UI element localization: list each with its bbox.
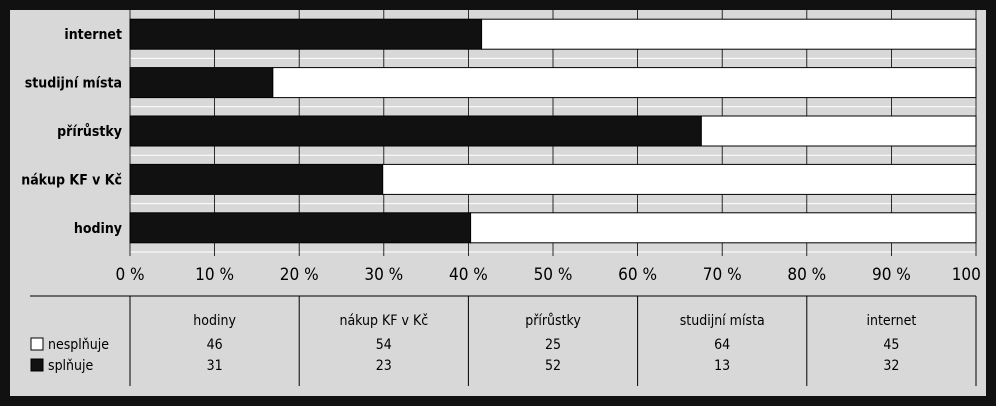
data-table: hodiny nákup KF v Kč přírůstky studijní mís…: [30, 295, 977, 386]
category-label: nákup KF v Kč: [21, 172, 122, 188]
table-column-header: nákup KF v Kč: [339, 313, 428, 329]
category-labels: internet studijní místa přírůstky nákup KF …: [21, 27, 122, 237]
bar-nesplňuje: [700, 115, 977, 147]
table-cell: 45: [883, 337, 899, 353]
x-tick-label: 30 %: [364, 265, 403, 285]
stacked-bar-chart: internet studijní místa přírůstky nákup KF …: [21, 10, 986, 386]
table-column-header: hodiny: [193, 313, 236, 329]
table-cell: 64: [714, 337, 730, 353]
table-column-header: internet: [867, 313, 917, 329]
legend-swatch-splňuje: [30, 358, 44, 372]
x-tick-label: 80 %: [787, 265, 826, 285]
bar-splňuje: [129, 212, 472, 244]
bar-splňuje: [129, 163, 384, 195]
bar-nesplňuje: [272, 67, 977, 99]
table-column-header: přírůstky: [525, 313, 581, 329]
x-tick-label: 0 %: [115, 265, 144, 285]
x-tick-label: 20 %: [280, 265, 319, 285]
legend-label: nesplňuje: [48, 337, 109, 353]
bars: [129, 18, 977, 244]
category-label: hodiny: [74, 221, 122, 237]
table-cell: 25: [545, 337, 561, 353]
table-cell: 52: [545, 358, 561, 374]
x-tick-labels: 0 % 10 % 20 % 30 % 40 % 50 % 60 % 70 % 80 % 90 % 1…: [115, 265, 986, 285]
table-cell: 32: [883, 358, 899, 374]
bar-splňuje: [129, 18, 483, 50]
category-label: přírůstky: [57, 123, 122, 140]
legend-swatch-nesplňuje: [30, 337, 44, 351]
x-tick-label: 70 %: [703, 265, 742, 285]
table-column-header: studijní místa: [680, 313, 765, 329]
table-cell: 13: [714, 358, 730, 374]
category-label: internet: [64, 27, 122, 43]
chart-frame: internet studijní místa přírůstky nákup KF …: [10, 10, 986, 396]
bar-nesplňuje: [470, 212, 977, 244]
bar-nesplňuje: [481, 18, 977, 50]
x-tick-label: 60 %: [618, 265, 657, 285]
table-cell: 31: [207, 358, 223, 374]
legend-label: splňuje: [48, 358, 94, 374]
table-cell: 23: [376, 358, 392, 374]
x-tick-label: 100 %: [952, 265, 986, 285]
bar-splňuje: [129, 115, 702, 147]
x-tick-label: 90 %: [872, 265, 911, 285]
table-cell: 46: [207, 337, 223, 353]
x-tick-label: 10 %: [195, 265, 234, 285]
x-tick-label: 50 %: [534, 265, 573, 285]
category-label: studijní místa: [25, 76, 122, 92]
table-cell: 54: [376, 337, 392, 353]
bar-splňuje: [129, 67, 274, 99]
bar-nesplňuje: [382, 163, 977, 195]
x-tick-label: 40 %: [449, 265, 488, 285]
